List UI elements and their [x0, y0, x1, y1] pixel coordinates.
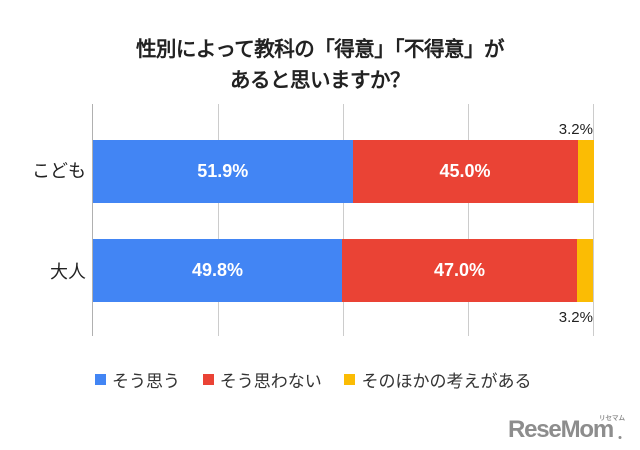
- svg-text:リセマム: リセマム: [599, 414, 626, 422]
- svg-text:ReseMom: ReseMom: [508, 416, 613, 443]
